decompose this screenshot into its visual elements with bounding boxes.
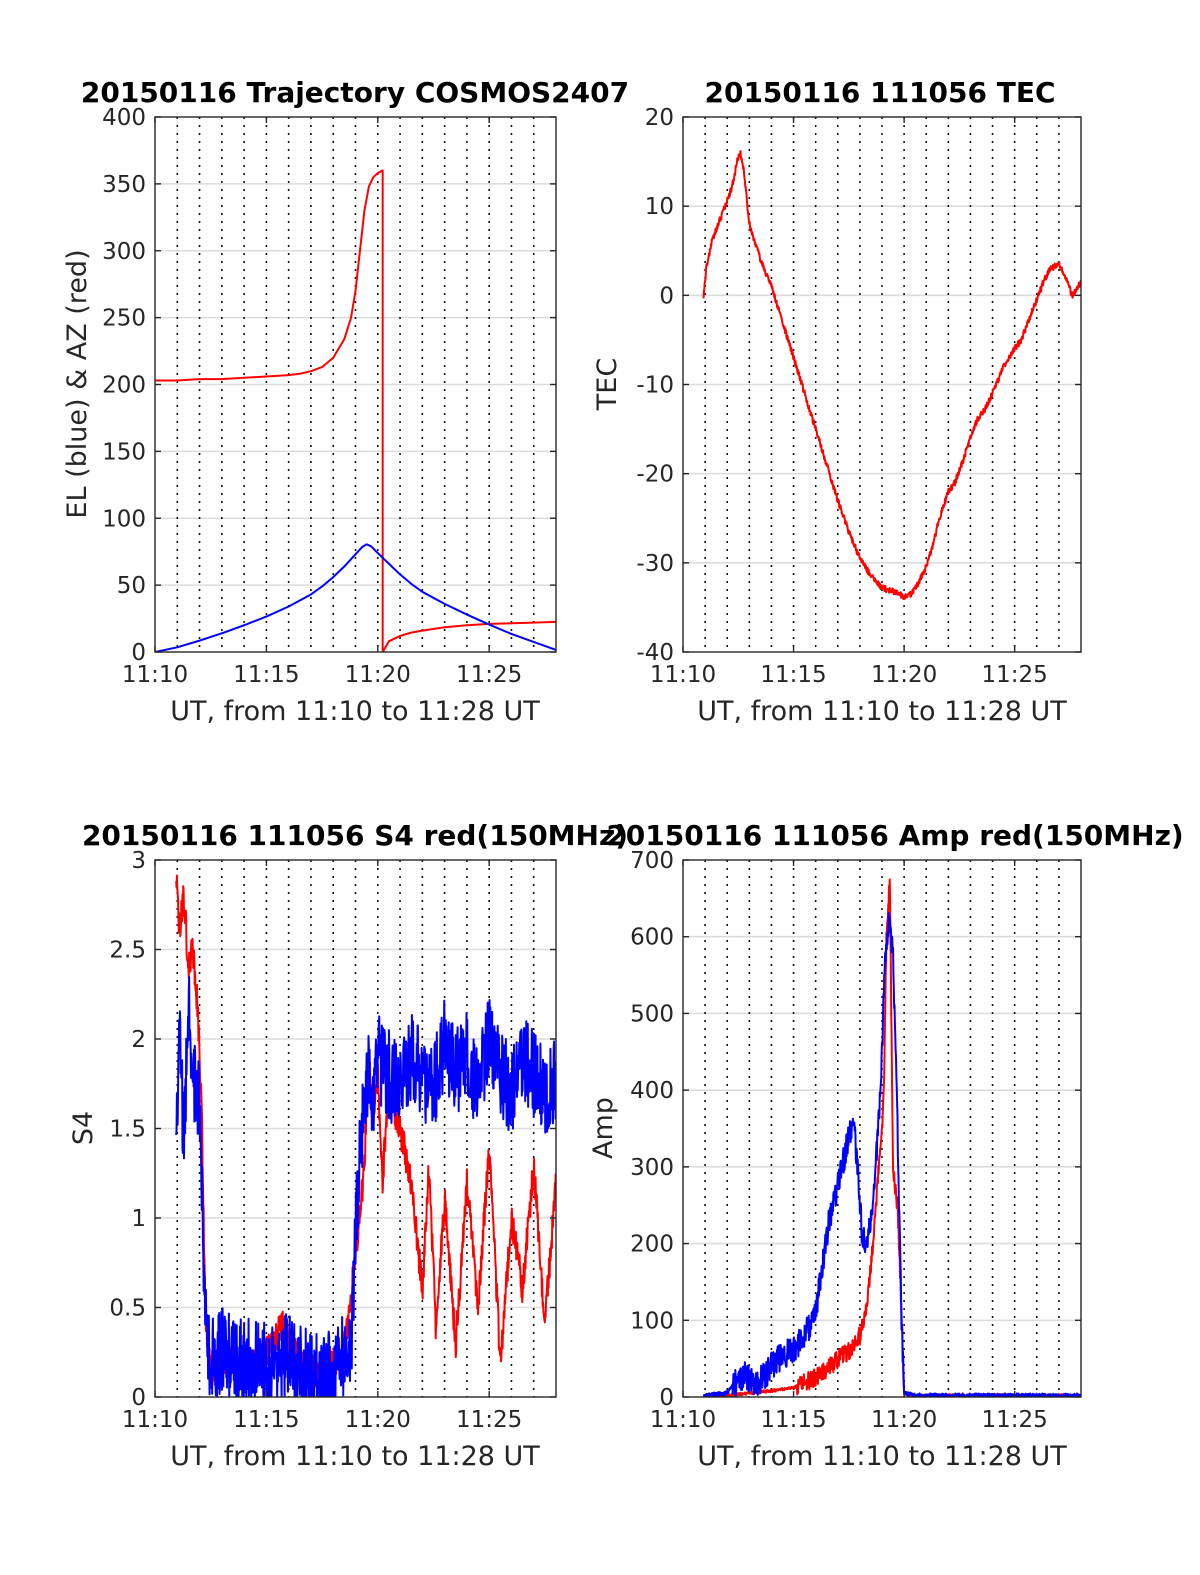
y-tick-label: 100 [102,506,146,532]
y-tick-label: 0 [131,640,146,666]
x-tick-label: 11:10 [650,662,716,688]
panel-s4: 0 0.5 1 1.5 2 2.5 3 11:10 11:15 11:20 11:25 201501… [68,819,628,1472]
grid-amp [683,860,1081,1397]
plot-area-s4 [175,874,556,1397]
y-axis-label: S4 [68,1111,99,1145]
x-tick-label: 11:15 [233,662,299,688]
y-tick-label: 2.5 [109,938,146,964]
y-tick-label: 250 [102,306,146,332]
x-tick-label: 11:25 [982,1407,1048,1433]
y-axis-label: Amp [588,1097,619,1159]
x-tick-label: 11:25 [456,1407,522,1433]
series-line-1 [175,976,556,1397]
y-tick-label: -40 [636,640,674,666]
x-tick-label: 11:15 [760,662,826,688]
y-tick-label: 600 [630,925,674,951]
y-tick-label: 0 [131,1385,146,1411]
grid-trajectory [155,117,556,652]
x-tick-label: 11:10 [122,662,188,688]
y-tick-label: 100 [630,1308,674,1334]
plot-area-tec [702,150,1081,601]
x-axis-label: UT, from 11:10 to 11:28 UT [170,696,540,727]
y-tick-label: 20 [645,105,674,131]
series-group [175,874,556,1397]
y-tick-label: 2 [131,1027,146,1053]
x-axis-label: UT, from 11:10 to 11:28 UT [697,1441,1067,1472]
x-tick-label: 11:20 [871,1407,937,1433]
y-tick-label: 0 [659,283,674,309]
ticks-trajectory: 0 50 100 150 200 250 300 350 400 11:10 11:15 11:20 1… [102,105,556,688]
x-tick-label: 11:25 [982,662,1048,688]
x-tick-label: 11:15 [760,1407,826,1433]
y-tick-label: 300 [102,239,146,265]
series-group [702,150,1081,601]
chart-title: 20150116 Trajectory COSMOS2407 [81,76,629,109]
series-line-0 [702,150,1081,601]
y-tick-label: 700 [630,848,674,874]
y-tick-label: 300 [630,1155,674,1181]
y-tick-label: -30 [636,551,674,577]
series-line-0 [155,169,556,652]
x-tick-label: 11:25 [456,662,522,688]
x-tick-label: 11:15 [233,1407,299,1433]
chart-title: 20150116 111056 Amp red(150MHz) [606,819,1183,852]
y-tick-label: 0.5 [109,1296,146,1322]
series-line-1 [155,543,556,652]
y-tick-label: 1.5 [109,1117,146,1143]
grid-s4 [155,860,556,1397]
panel-amp: 0 100 200 300 400 500 600 700 11:10 11:15 11:20 11:… [588,819,1184,1472]
x-axis-label: UT, from 11:10 to 11:28 UT [170,1441,540,1472]
x-axis-label: UT, from 11:10 to 11:28 UT [697,696,1067,727]
chart-title: 20150116 111056 S4 red(150MHz) [82,819,628,852]
y-tick-label: 350 [102,172,146,198]
x-tick-label: 11:20 [871,662,937,688]
y-tick-label: 0 [659,1385,674,1411]
y-tick-label: 400 [102,105,146,131]
grid-tec [683,117,1081,652]
plot-area-trajectory [155,169,556,652]
chart-title: 20150116 111056 TEC [704,76,1055,109]
y-tick-label: 10 [645,194,674,220]
series-group [703,878,1081,1397]
x-tick-label: 11:20 [345,662,411,688]
y-axis-label: EL (blue) & AZ (red) [62,249,93,518]
series-line-0 [175,874,556,1388]
y-tick-label: 200 [102,373,146,399]
plot-area-amp [703,878,1081,1397]
ticks-amp: 0 100 200 300 400 500 600 700 11:10 11:15 11:20 11:… [630,848,1081,1433]
y-tick-label: 150 [102,439,146,465]
ticks-s4: 0 0.5 1 1.5 2 2.5 3 11:10 11:15 11:20 11:25 [109,848,556,1433]
y-tick-label: 3 [131,848,146,874]
y-tick-label: 500 [630,1001,674,1027]
panel-trajectory: 0 50 100 150 200 250 300 350 400 11:10 11:15 11:20 1… [62,76,629,727]
series-line-1 [703,912,1081,1397]
y-tick-label: 1 [131,1206,146,1232]
ticks-tec: -40 -30 -20 -10 0 10 20 11:10 11:15 11:20 11:25 [636,105,1081,688]
panel-tec: -40 -30 -20 -10 0 10 20 11:10 11:15 11:20 11:25 20… [592,76,1082,727]
y-tick-label: 50 [117,573,146,599]
x-tick-label: 11:10 [650,1407,716,1433]
x-tick-label: 11:10 [122,1407,188,1433]
series-group [155,169,556,652]
y-axis-label: TEC [592,358,623,411]
y-tick-label: 400 [630,1078,674,1104]
axes-frame-amp [682,859,1082,1398]
y-tick-label: -10 [636,373,674,399]
y-tick-label: 200 [630,1232,674,1258]
y-tick-label: -20 [636,462,674,488]
x-tick-label: 11:20 [345,1407,411,1433]
